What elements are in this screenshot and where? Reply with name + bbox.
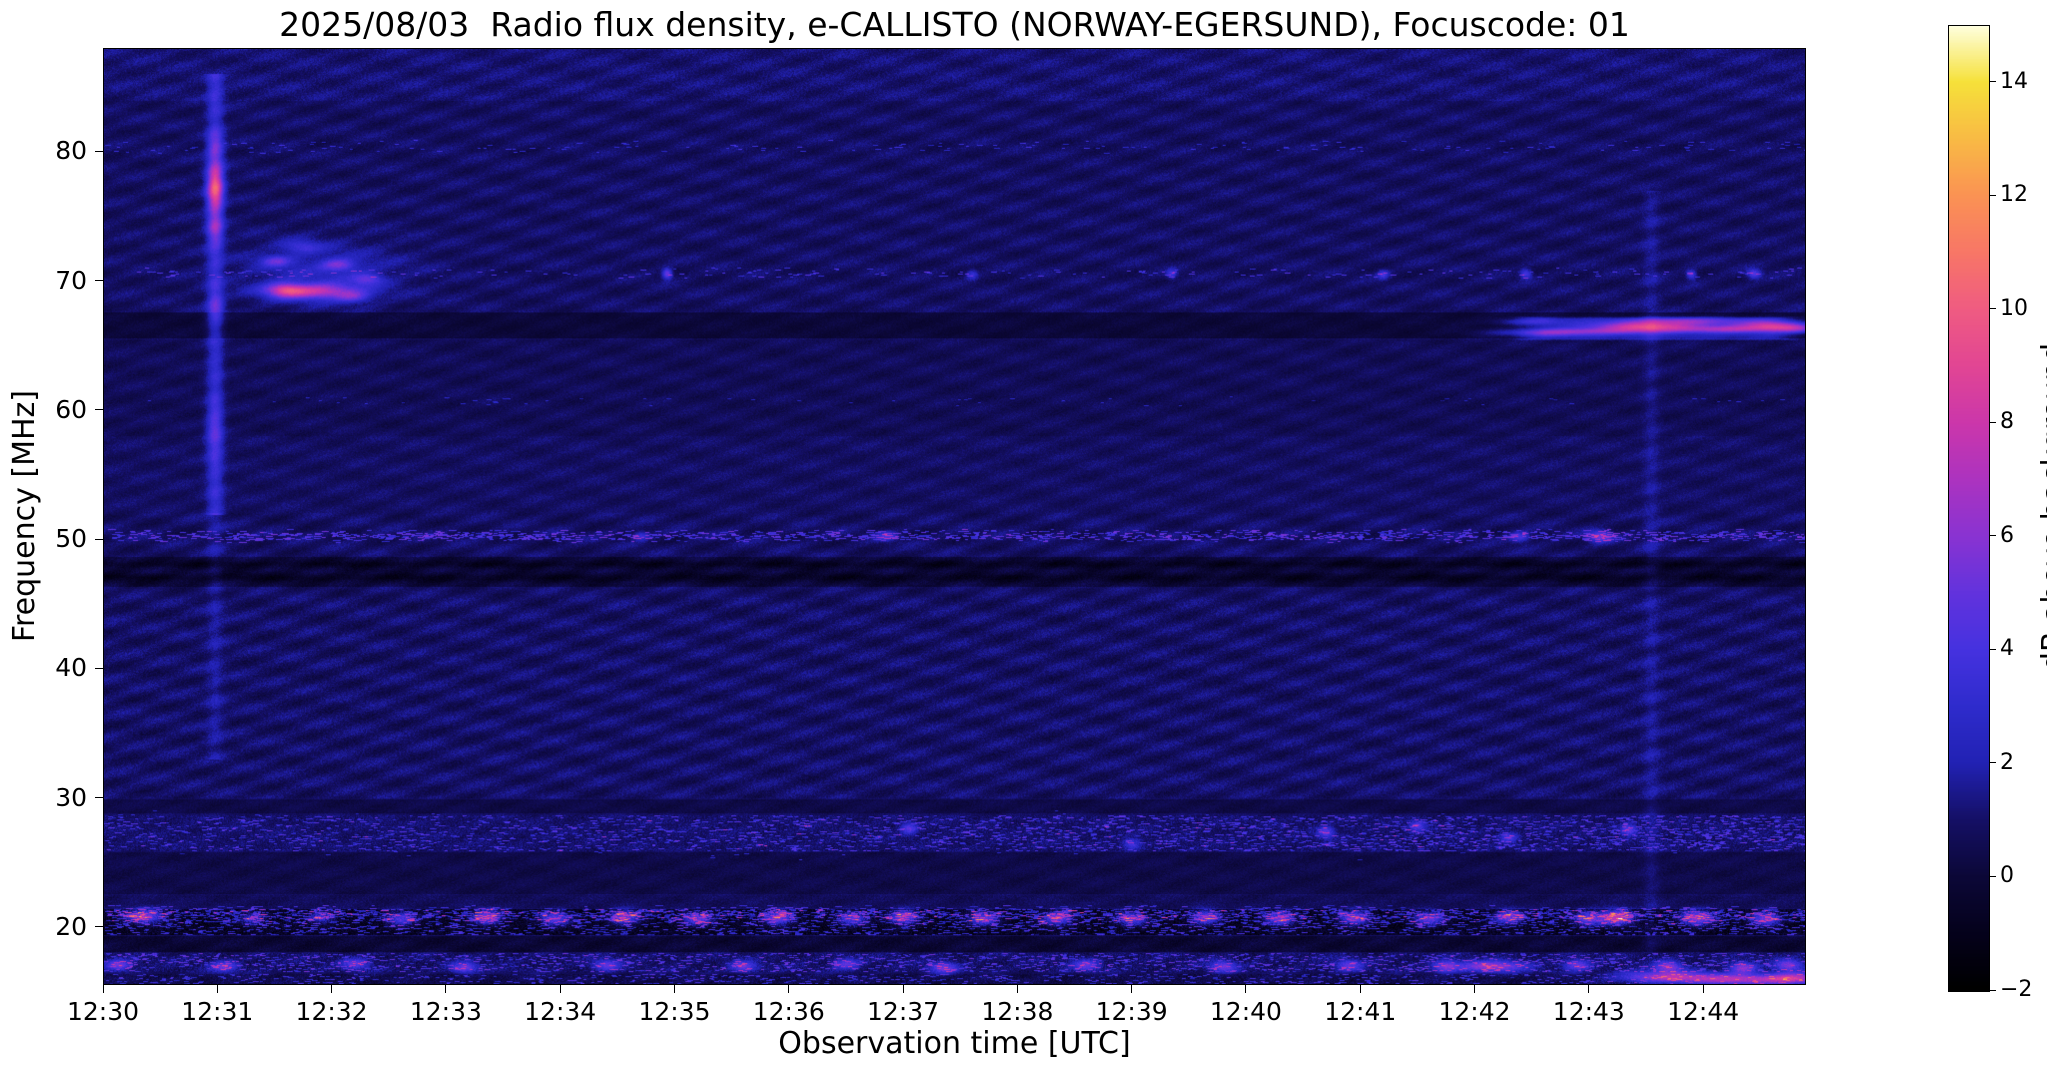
colorbar — [1948, 25, 1990, 992]
colorbar-tick-mark — [1990, 648, 1996, 650]
x-tick-mark — [1245, 985, 1247, 993]
x-axis-label: Observation time [UTC] — [778, 1026, 1131, 1061]
x-tick-mark — [1702, 985, 1704, 993]
x-tick-label: 12:44 — [1667, 997, 1740, 1026]
x-tick-label: 12:33 — [409, 997, 482, 1026]
y-tick-mark — [95, 926, 103, 928]
y-tick-label: 60 — [55, 394, 87, 424]
colorbar-tick-mark — [1990, 535, 1996, 537]
y-tick-mark — [95, 280, 103, 282]
colorbar-canvas — [1949, 26, 1989, 991]
colorbar-tick-label: 2 — [2000, 749, 2014, 775]
colorbar-tick-label: 8 — [2000, 409, 2014, 435]
colorbar-label: dB above background — [2035, 343, 2047, 672]
y-tick-label: 40 — [55, 653, 87, 683]
spectrogram-canvas — [104, 49, 1805, 984]
y-tick-mark — [95, 538, 103, 540]
x-tick-label: 12:38 — [981, 997, 1054, 1026]
x-tick-label: 12:37 — [867, 997, 940, 1026]
colorbar-tick-label: 14 — [2000, 68, 2028, 94]
x-tick-label: 12:30 — [66, 997, 140, 1026]
y-tick-label: 50 — [55, 524, 87, 554]
x-tick-mark — [1131, 985, 1133, 993]
y-tick-mark — [95, 409, 103, 411]
x-tick-mark — [1474, 985, 1476, 993]
x-tick-mark — [673, 985, 675, 993]
x-tick-label: 12:42 — [1438, 997, 1511, 1026]
y-tick-mark — [95, 150, 103, 152]
x-tick-label: 12:34 — [524, 997, 597, 1026]
x-tick-mark — [102, 985, 104, 993]
x-tick-mark — [216, 985, 218, 993]
y-axis-label: Frequency [MHz] — [6, 390, 42, 643]
x-tick-label: 12:35 — [638, 997, 711, 1026]
y-tick-label: 30 — [55, 782, 87, 812]
x-tick-mark — [1359, 985, 1361, 993]
colorbar-tick-label: 6 — [2000, 522, 2014, 548]
x-tick-mark — [1016, 985, 1018, 993]
x-tick-mark — [445, 985, 447, 993]
x-tick-label: 12:32 — [295, 997, 368, 1026]
x-tick-label: 12:31 — [181, 997, 254, 1026]
colorbar-tick-mark — [1990, 875, 1996, 877]
colorbar-tick-mark — [1990, 194, 1996, 196]
y-tick-mark — [95, 797, 103, 799]
y-tick-mark — [95, 667, 103, 669]
x-tick-mark — [331, 985, 333, 993]
x-tick-mark — [1588, 985, 1590, 993]
colorbar-tick-mark — [1990, 308, 1996, 310]
colorbar-tick-mark — [1990, 989, 1996, 991]
colorbar-tick-label: 0 — [2000, 863, 2014, 889]
x-tick-mark — [788, 985, 790, 993]
y-axis-label-wrap: Frequency [MHz] — [4, 48, 44, 985]
y-tick-label: 80 — [55, 136, 87, 166]
colorbar-tick-label: 10 — [2000, 295, 2028, 321]
x-tick-label: 12:43 — [1552, 997, 1625, 1026]
x-tick-label: 12:39 — [1095, 997, 1168, 1026]
colorbar-tick-label: 4 — [2000, 636, 2014, 662]
colorbar-tick-mark — [1990, 762, 1996, 764]
y-tick-label: 70 — [55, 265, 87, 295]
x-tick-label: 12:36 — [752, 997, 825, 1026]
x-tick-mark — [559, 985, 561, 993]
colorbar-tick-mark — [1990, 421, 1996, 423]
spectrogram-plot-area — [103, 48, 1806, 985]
x-tick-mark — [902, 985, 904, 993]
chart-title: 2025/08/03 Radio flux density, e-CALLIST… — [279, 5, 1630, 44]
x-tick-label: 12:41 — [1324, 997, 1397, 1026]
colorbar-tick-label: −2 — [2000, 977, 2033, 1002]
colorbar-tick-label: 12 — [2000, 182, 2028, 208]
x-tick-label: 12:40 — [1209, 997, 1282, 1026]
y-tick-label: 20 — [55, 911, 87, 941]
colorbar-tick-mark — [1990, 81, 1996, 83]
colorbar-label-wrap: dB above background — [2035, 25, 2047, 990]
